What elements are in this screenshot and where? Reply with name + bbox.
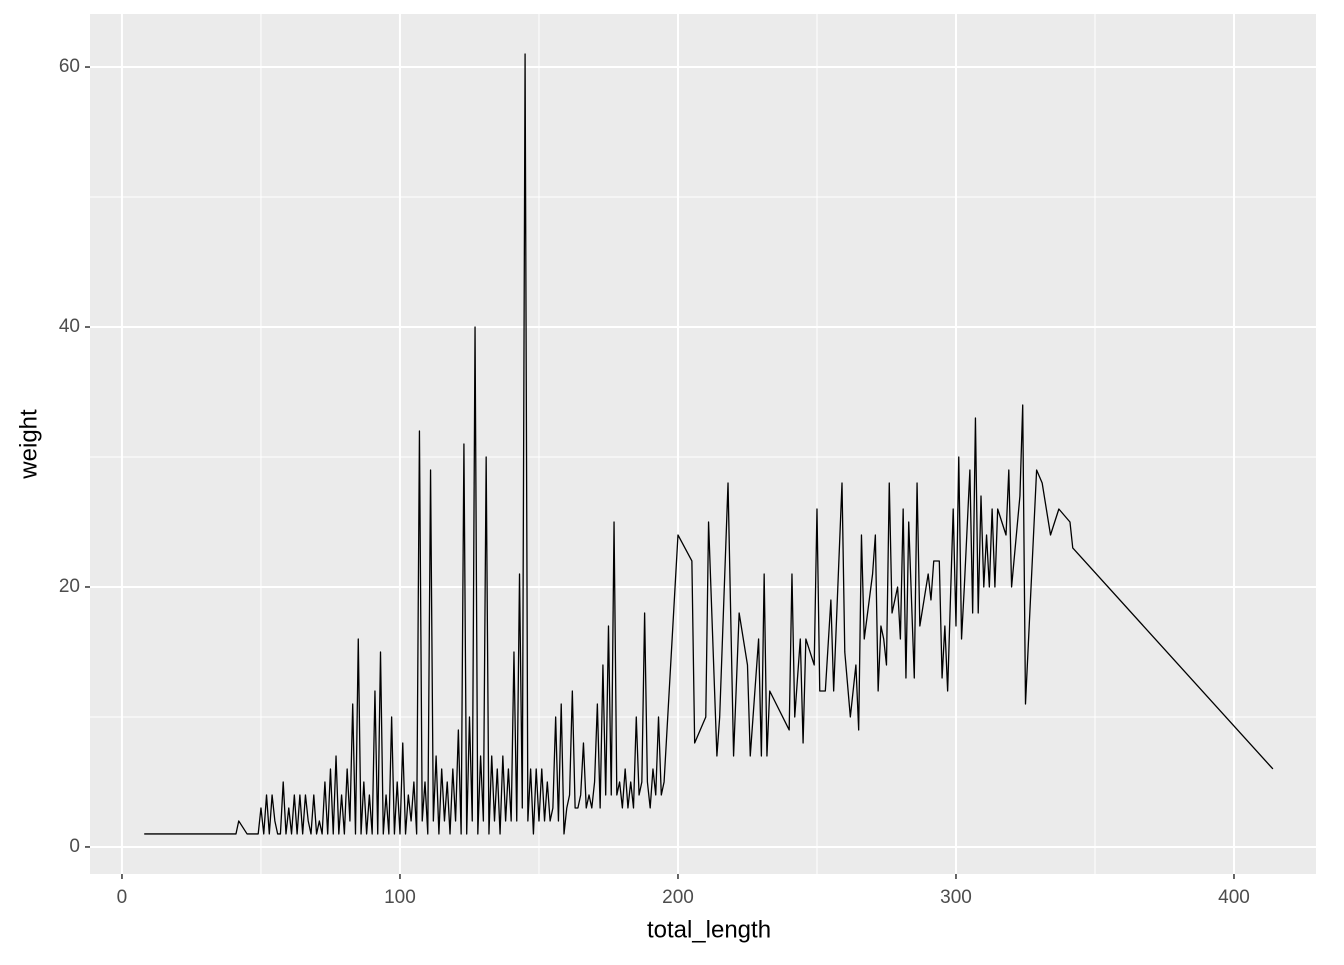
x-tick-label: 0: [117, 887, 128, 908]
x-tick-label: 100: [384, 887, 416, 908]
x-axis-title: total_length: [647, 916, 771, 943]
data-line: [144, 53, 1274, 835]
x-tick-label: 400: [1218, 887, 1250, 908]
y-tick-label: 60: [59, 56, 80, 77]
y-tick-label: 20: [59, 576, 80, 597]
x-tick-label: 300: [940, 887, 972, 908]
x-tick-label: 200: [662, 887, 694, 908]
y-tick-label: 0: [69, 836, 80, 857]
y-tick-label: 40: [59, 316, 80, 337]
y-axis-title: weight: [15, 409, 42, 480]
panel: [90, 14, 1316, 874]
